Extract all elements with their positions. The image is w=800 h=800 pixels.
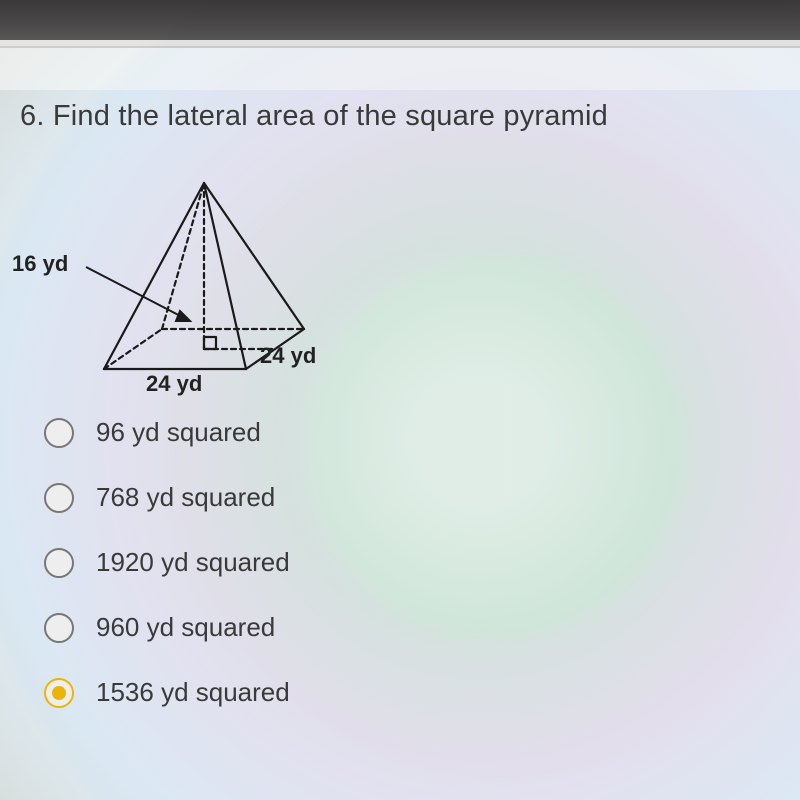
option-2[interactable]: 1920 yd squared — [44, 547, 800, 578]
option-label: 768 yd squared — [96, 482, 275, 513]
question-row: 6. Find the lateral area of the square p… — [0, 90, 800, 133]
radio-icon[interactable] — [44, 418, 74, 448]
radio-icon[interactable] — [44, 548, 74, 578]
question-text: Find the lateral area of the square pyra… — [53, 100, 608, 132]
label-base-front: 24 yd — [146, 371, 202, 397]
option-label: 1920 yd squared — [96, 547, 290, 578]
option-label: 1536 yd squared — [96, 677, 290, 708]
label-base-side: 24 yd — [260, 343, 316, 369]
pyramid-figure: 16 yd 24 yd 24 yd — [8, 171, 368, 391]
option-3[interactable]: 960 yd squared — [44, 612, 800, 643]
option-label: 96 yd squared — [96, 417, 261, 448]
question-number: 6. Find the lateral area of the square p… — [20, 100, 608, 132]
content-gap — [0, 48, 800, 90]
option-label: 960 yd squared — [96, 612, 275, 643]
option-0[interactable]: 96 yd squared — [44, 417, 800, 448]
top-bezel — [0, 0, 800, 40]
options-list: 96 yd squared 768 yd squared 1920 yd squ… — [44, 417, 800, 708]
radio-icon[interactable] — [44, 613, 74, 643]
option-1[interactable]: 768 yd squared — [44, 482, 800, 513]
radio-icon[interactable] — [44, 483, 74, 513]
option-4[interactable]: 1536 yd squared — [44, 677, 800, 708]
label-slant-height: 16 yd — [12, 251, 68, 277]
divider — [0, 40, 800, 48]
radio-icon[interactable] — [44, 678, 74, 708]
